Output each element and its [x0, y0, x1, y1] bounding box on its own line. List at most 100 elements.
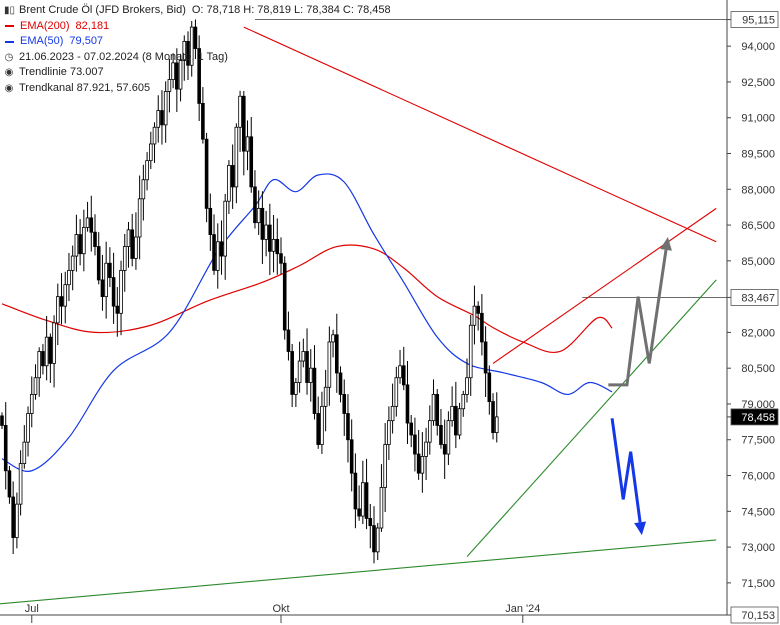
- candle-down: [349, 439, 354, 474]
- candle-up: [297, 360, 302, 383]
- candle-up: [457, 408, 462, 436]
- candle-down: [197, 48, 201, 104]
- candle-up: [126, 229, 131, 247]
- y-tick-label: 88,000: [741, 184, 775, 196]
- candle-up: [182, 40, 187, 61]
- candle-down: [338, 372, 343, 395]
- candle-up: [256, 207, 261, 224]
- candle-up: [29, 394, 34, 414]
- ema50-value: 79,507: [69, 35, 104, 47]
- chart-overlays: [0, 19, 727, 605]
- legend-ema50: EMA(50) 79,507: [4, 34, 391, 50]
- candle-down: [290, 351, 294, 395]
- candle-down: [305, 351, 309, 383]
- trendchannel-label: Trendkanal 87.921, 57.605: [19, 81, 151, 94]
- trend-line: [492, 207, 717, 364]
- candle-down: [487, 372, 492, 402]
- candle-up: [420, 456, 425, 474]
- candle-down: [282, 262, 287, 331]
- ema50-line: [1, 173, 613, 472]
- candle-down: [405, 384, 410, 424]
- ema200-label: EMA(200): [20, 19, 70, 32]
- candle-up: [465, 377, 469, 395]
- candle-down: [275, 238, 280, 255]
- candle-up: [427, 420, 432, 443]
- candle-down: [230, 165, 235, 188]
- price-label-box: [730, 11, 779, 28]
- y-tick-label: 83,467: [741, 292, 775, 304]
- candle-down: [442, 444, 447, 455]
- y-tick-label: 76,000: [741, 471, 775, 483]
- candle-down: [416, 453, 421, 474]
- candle-down: [241, 95, 246, 152]
- candle-up: [327, 341, 332, 388]
- candle-up: [379, 487, 384, 529]
- candle-down: [476, 305, 480, 314]
- candlestick-icon: ▮▯: [4, 5, 16, 16]
- candle-up: [238, 95, 242, 128]
- candle-down: [454, 405, 458, 436]
- candle-down: [491, 401, 495, 433]
- candle-up: [494, 416, 499, 433]
- legend-title-row: ▮▯ Brent Crude Öl (JFD Brokers, Bid) O: …: [4, 3, 391, 19]
- candle-up: [398, 365, 402, 379]
- y-tick-label: 71,500: [741, 578, 775, 590]
- candle-up: [320, 405, 324, 445]
- candlesticks: [0, 19, 499, 564]
- candle-up: [215, 241, 220, 271]
- ema50-swatch-icon: [5, 40, 14, 43]
- price-label-box: [730, 289, 779, 306]
- candle-up: [361, 482, 365, 517]
- candle-down: [89, 217, 94, 233]
- candle-down: [3, 425, 8, 472]
- y-tick-label: 78,458: [741, 412, 775, 424]
- candle-up: [56, 296, 60, 324]
- trend-line: [243, 26, 717, 243]
- candle-up: [52, 322, 56, 364]
- date-range: 21.06.2023 - 07.02.2024 (8 Monate, 1 Tag…: [19, 50, 228, 63]
- candle-up: [387, 420, 391, 445]
- candle-down: [253, 186, 257, 224]
- y-tick-label: 86,500: [741, 220, 775, 232]
- candle-down: [115, 305, 120, 314]
- candle-down: [312, 367, 317, 414]
- ema200-swatch-icon: [5, 25, 14, 28]
- candle-down: [48, 336, 53, 364]
- up-arrowhead-icon: [660, 236, 672, 251]
- candle-down: [193, 26, 198, 49]
- trend-line: [0, 539, 717, 605]
- candle-up: [424, 441, 428, 457]
- candle-up: [461, 394, 466, 410]
- candle-up: [156, 110, 161, 128]
- candle-down: [11, 496, 15, 538]
- candle-up: [63, 284, 68, 307]
- down-arrowhead-icon: [634, 521, 647, 536]
- candle-up: [119, 269, 123, 314]
- candle-down: [342, 394, 347, 414]
- y-tick-label: 80,500: [741, 363, 775, 375]
- candle-down: [108, 262, 112, 278]
- y-tick-label: 79,000: [741, 399, 775, 411]
- candle-up: [264, 224, 268, 240]
- ohlc-values: O: 78,718 H: 78,819 L: 78,384 C: 78,458: [191, 4, 391, 16]
- candle-down: [260, 207, 265, 240]
- candle-up: [15, 503, 19, 538]
- legend-ema200: EMA(200) 82,181: [4, 19, 391, 35]
- candle-down: [439, 425, 443, 445]
- candle-up: [44, 336, 49, 367]
- candle-down: [268, 224, 272, 252]
- candle-down: [353, 472, 358, 510]
- y-tick-label: 91,000: [741, 113, 775, 125]
- candle-down: [480, 312, 484, 343]
- candle-up: [468, 324, 473, 379]
- bullish-projection-arrow: [608, 249, 668, 387]
- candle-down: [160, 110, 164, 126]
- candle-up: [245, 136, 250, 152]
- candle-up: [178, 60, 183, 90]
- trend-line: [466, 279, 717, 557]
- candle-up: [450, 405, 454, 422]
- candle-down: [204, 138, 209, 209]
- candle-up: [308, 367, 313, 383]
